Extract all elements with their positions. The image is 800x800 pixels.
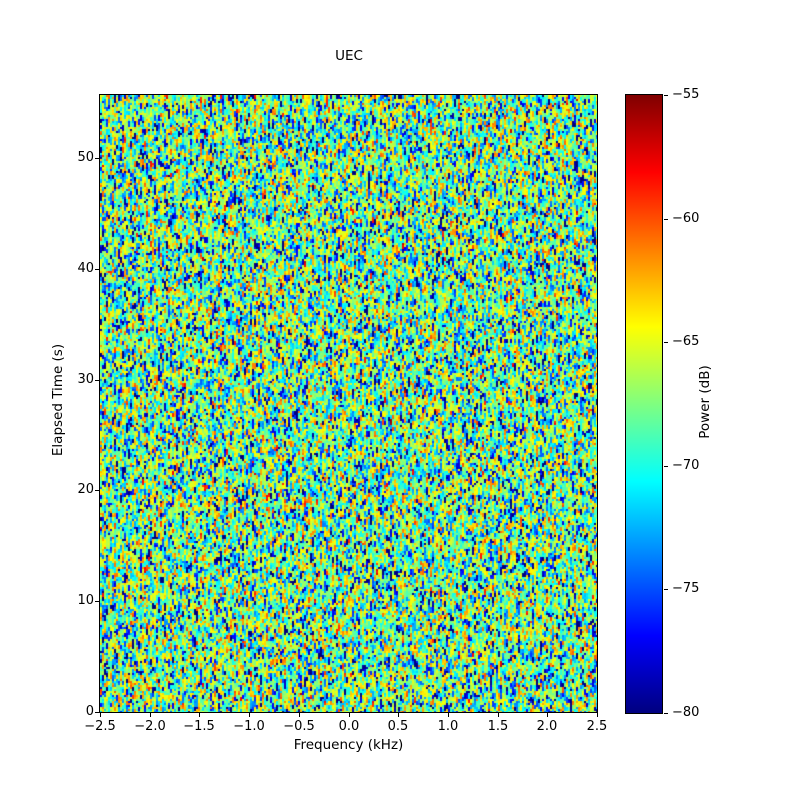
colorbar-tick-label: −70	[672, 458, 700, 473]
x-tick-label: 0.5	[387, 719, 409, 734]
x-tick-mark	[199, 713, 200, 717]
y-tick-mark	[95, 158, 99, 159]
colorbar-tick-label: −60	[672, 211, 700, 226]
colorbar-tick-label: −75	[672, 581, 700, 596]
y-tick-mark	[95, 380, 99, 381]
x-tick-label: 0.0	[338, 719, 360, 734]
x-tick-mark	[100, 713, 101, 717]
plot-area-frame	[99, 94, 598, 713]
plot-title: UEC	[335, 48, 363, 64]
y-axis-label: Elapsed Time (s)	[50, 343, 66, 457]
colorbar-tick-mark	[664, 713, 668, 714]
colorbar-label: Power (dB)	[697, 365, 713, 439]
x-tick-mark	[249, 713, 250, 717]
colorbar-tick-label: −80	[672, 705, 700, 720]
x-tick-label: 1.5	[487, 719, 509, 734]
colorbar-tick-mark	[664, 589, 668, 590]
x-tick-label: −0.5	[283, 719, 315, 734]
x-tick-label: 2.0	[536, 719, 558, 734]
x-tick-label: 2.5	[586, 719, 608, 734]
x-tick-mark	[349, 713, 350, 717]
x-tick-mark	[150, 713, 151, 717]
x-tick-mark	[498, 713, 499, 717]
x-tick-mark	[597, 713, 598, 717]
colorbar-tick-mark	[664, 342, 668, 343]
y-tick-mark	[95, 490, 99, 491]
y-tick-label: 0	[85, 704, 94, 719]
y-tick-label: 20	[77, 482, 94, 497]
x-tick-label: −1.5	[183, 719, 215, 734]
colorbar	[625, 94, 663, 714]
y-tick-mark	[95, 601, 99, 602]
x-tick-label: −2.0	[134, 719, 166, 734]
y-tick-mark	[95, 712, 99, 713]
x-tick-label: −1.0	[233, 719, 265, 734]
x-axis-label: Frequency (kHz)	[293, 737, 404, 753]
colorbar-tick-mark	[664, 466, 668, 467]
y-tick-label: 30	[77, 372, 94, 387]
colorbar-tick-mark	[664, 219, 668, 220]
colorbar-tick-label: −55	[672, 87, 700, 102]
x-tick-mark	[398, 713, 399, 717]
x-tick-mark	[299, 713, 300, 717]
spectrogram-heatmap	[100, 95, 597, 712]
y-tick-mark	[95, 269, 99, 270]
x-tick-mark	[448, 713, 449, 717]
colorbar-tick-mark	[664, 95, 668, 96]
x-tick-label: −2.5	[84, 719, 116, 734]
x-tick-mark	[547, 713, 548, 717]
x-tick-label: 1.0	[437, 719, 459, 734]
colorbar-gradient	[626, 95, 662, 713]
y-tick-label: 50	[77, 150, 94, 165]
y-tick-label: 40	[77, 261, 94, 276]
colorbar-tick-label: −65	[672, 334, 700, 349]
y-tick-label: 10	[77, 593, 94, 608]
